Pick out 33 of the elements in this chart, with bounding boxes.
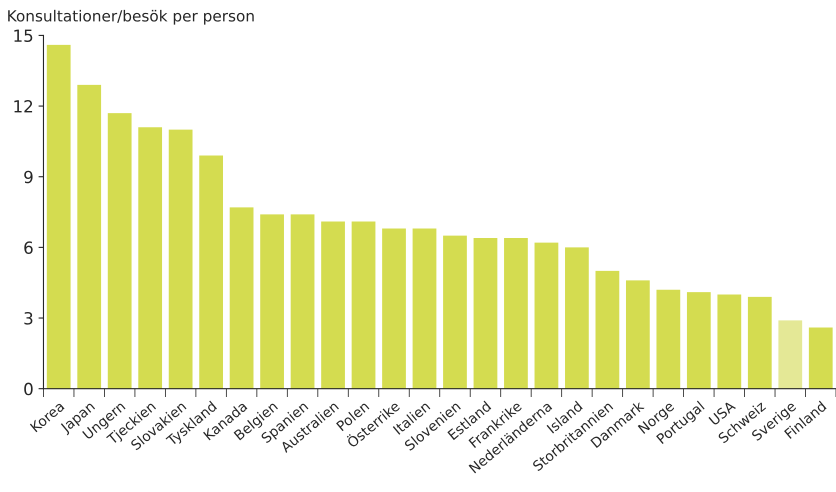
bar xyxy=(443,236,467,389)
bar xyxy=(534,242,558,389)
bar xyxy=(138,127,162,389)
bar xyxy=(168,130,193,389)
bar xyxy=(778,320,802,389)
bar xyxy=(504,238,528,389)
bar xyxy=(596,270,620,389)
y-tick-label: 0 xyxy=(24,382,33,396)
bar xyxy=(626,280,650,389)
bar xyxy=(808,327,833,389)
bar xyxy=(290,214,314,389)
bar xyxy=(748,296,772,389)
bar xyxy=(199,156,224,389)
y-tick-label: 12 xyxy=(14,100,32,112)
y-tick-label: 9 xyxy=(24,170,33,184)
y-tick-label: 3 xyxy=(24,312,32,325)
bar xyxy=(656,290,680,389)
bar xyxy=(565,247,589,389)
y-axis-title: Konsultationer/besök per person xyxy=(8,10,254,25)
bar xyxy=(686,292,711,389)
bar xyxy=(46,44,71,389)
bar xyxy=(260,214,284,389)
bar xyxy=(108,113,132,389)
y-tick-label: 6 xyxy=(24,241,33,254)
bar xyxy=(412,228,436,389)
y-tick-label: 15 xyxy=(14,30,32,42)
bar xyxy=(717,294,742,389)
bar xyxy=(321,221,345,389)
bar xyxy=(230,207,254,389)
bar xyxy=(352,221,376,389)
bar xyxy=(382,228,406,389)
bar xyxy=(77,84,102,389)
bar xyxy=(474,238,498,389)
